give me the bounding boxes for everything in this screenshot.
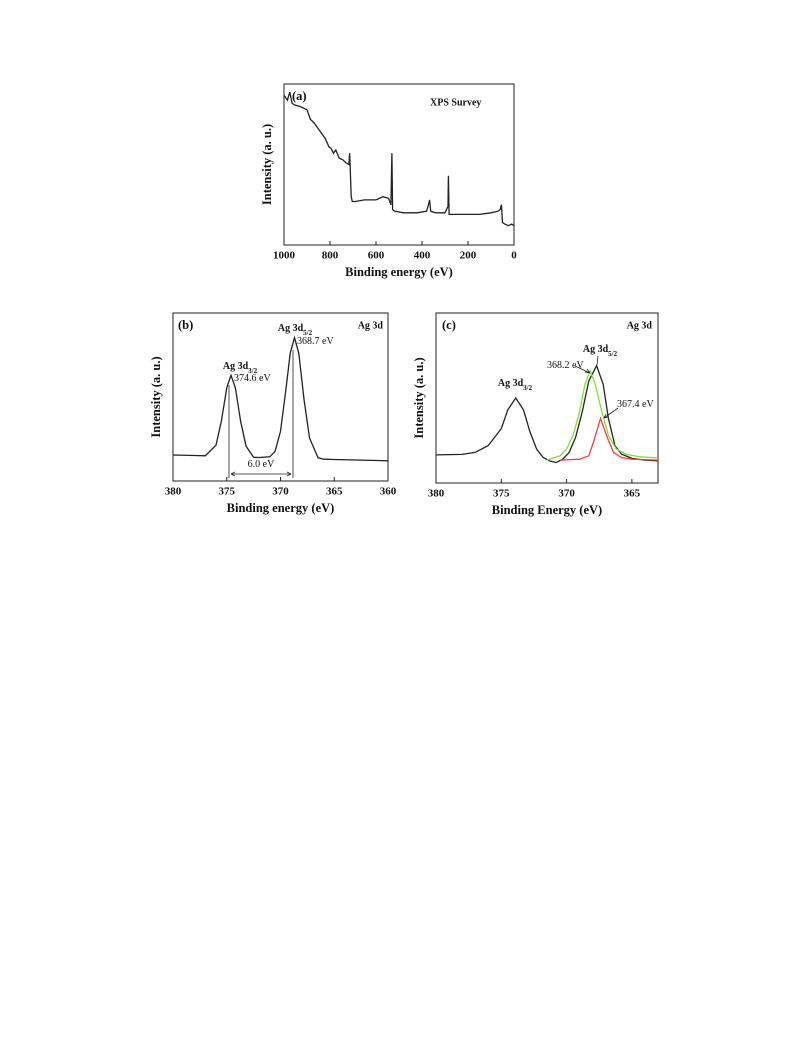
line-series <box>172 335 389 462</box>
annotation: 6.0 eV <box>248 459 275 470</box>
annotation-text: 367.4 eV <box>617 399 654 410</box>
x-tick-label: 0 <box>511 250 517 262</box>
guide-line <box>228 350 294 478</box>
x-tick-label: 800 <box>322 250 339 262</box>
y-axis-label: Intensity (a. u.) <box>149 356 163 437</box>
annotation-text: Ag 3d <box>583 344 609 355</box>
annotation-sub: 3/2 <box>523 384 532 392</box>
x-tick-label: 380 <box>165 486 182 498</box>
panel-label: (a) <box>292 89 307 103</box>
y-axis-label: Intensity (a. u.) <box>260 124 274 205</box>
x-tick-label: 200 <box>460 250 477 262</box>
plot-frame <box>435 312 659 484</box>
line-series <box>560 416 659 461</box>
annotation-text: Ag 3d <box>278 323 304 334</box>
x-tick-label: 400 <box>414 250 431 262</box>
annotation: 374.6 eV <box>234 373 271 384</box>
annotation: 367.4 eV <box>617 399 654 410</box>
annotation: 368.2 eV <box>547 360 584 371</box>
arrow <box>574 365 591 374</box>
x-tick-label: 375 <box>219 486 236 498</box>
arrow <box>596 355 599 366</box>
annotation: Ag 3d3/2 <box>498 378 533 391</box>
line-series <box>546 368 659 461</box>
annotation-sub: 3/2 <box>248 367 257 375</box>
x-tick-label: 375 <box>493 488 510 500</box>
annotation: Ag 3d5/2 <box>278 323 313 336</box>
annotation: 368.7 eV <box>297 336 334 347</box>
line-series <box>435 364 659 464</box>
panel-label: (b) <box>178 318 193 332</box>
x-axis-label: Binding Energy (eV) <box>492 503 602 517</box>
annotation-text: Ag 3d <box>498 378 524 389</box>
annotation-text: Ag 3d <box>223 361 249 372</box>
y-axis-label: Intensity (a. u.) <box>412 357 426 438</box>
panel-label: (c) <box>442 318 456 332</box>
x-tick-label: 600 <box>368 250 385 262</box>
x-tick-label: 365 <box>326 486 343 498</box>
annotation: Ag 3d5/2 <box>583 344 618 357</box>
arrow <box>603 407 619 419</box>
plot-frame <box>283 83 515 246</box>
dimension-arrow <box>230 471 292 477</box>
panel-title: Ag 3d <box>358 320 384 331</box>
panel-title: Ag 3d <box>627 320 653 331</box>
x-tick-label: 370 <box>272 486 289 498</box>
x-tick-label: 1000 <box>273 250 296 262</box>
annotation-text: 374.6 eV <box>234 373 271 384</box>
annotation-sub: 5/2 <box>608 350 617 358</box>
panel-title: XPS Survey <box>430 97 481 108</box>
x-tick-label: 370 <box>558 488 575 500</box>
x-tick-label: 360 <box>380 486 397 498</box>
x-tick-label: 380 <box>428 488 445 500</box>
x-tick-label: 365 <box>624 488 641 500</box>
x-axis-label: Binding energy (eV) <box>227 501 335 515</box>
annotation-text: 368.7 eV <box>297 336 334 347</box>
annotation: Ag 3d3/2 <box>223 361 258 374</box>
line-series <box>283 91 515 227</box>
annotation-sub: 5/2 <box>303 329 312 337</box>
annotation-text: 368.2 eV <box>547 360 584 371</box>
x-axis-label: Binding energy (eV) <box>345 265 453 279</box>
annotation-text: 6.0 eV <box>248 459 275 470</box>
